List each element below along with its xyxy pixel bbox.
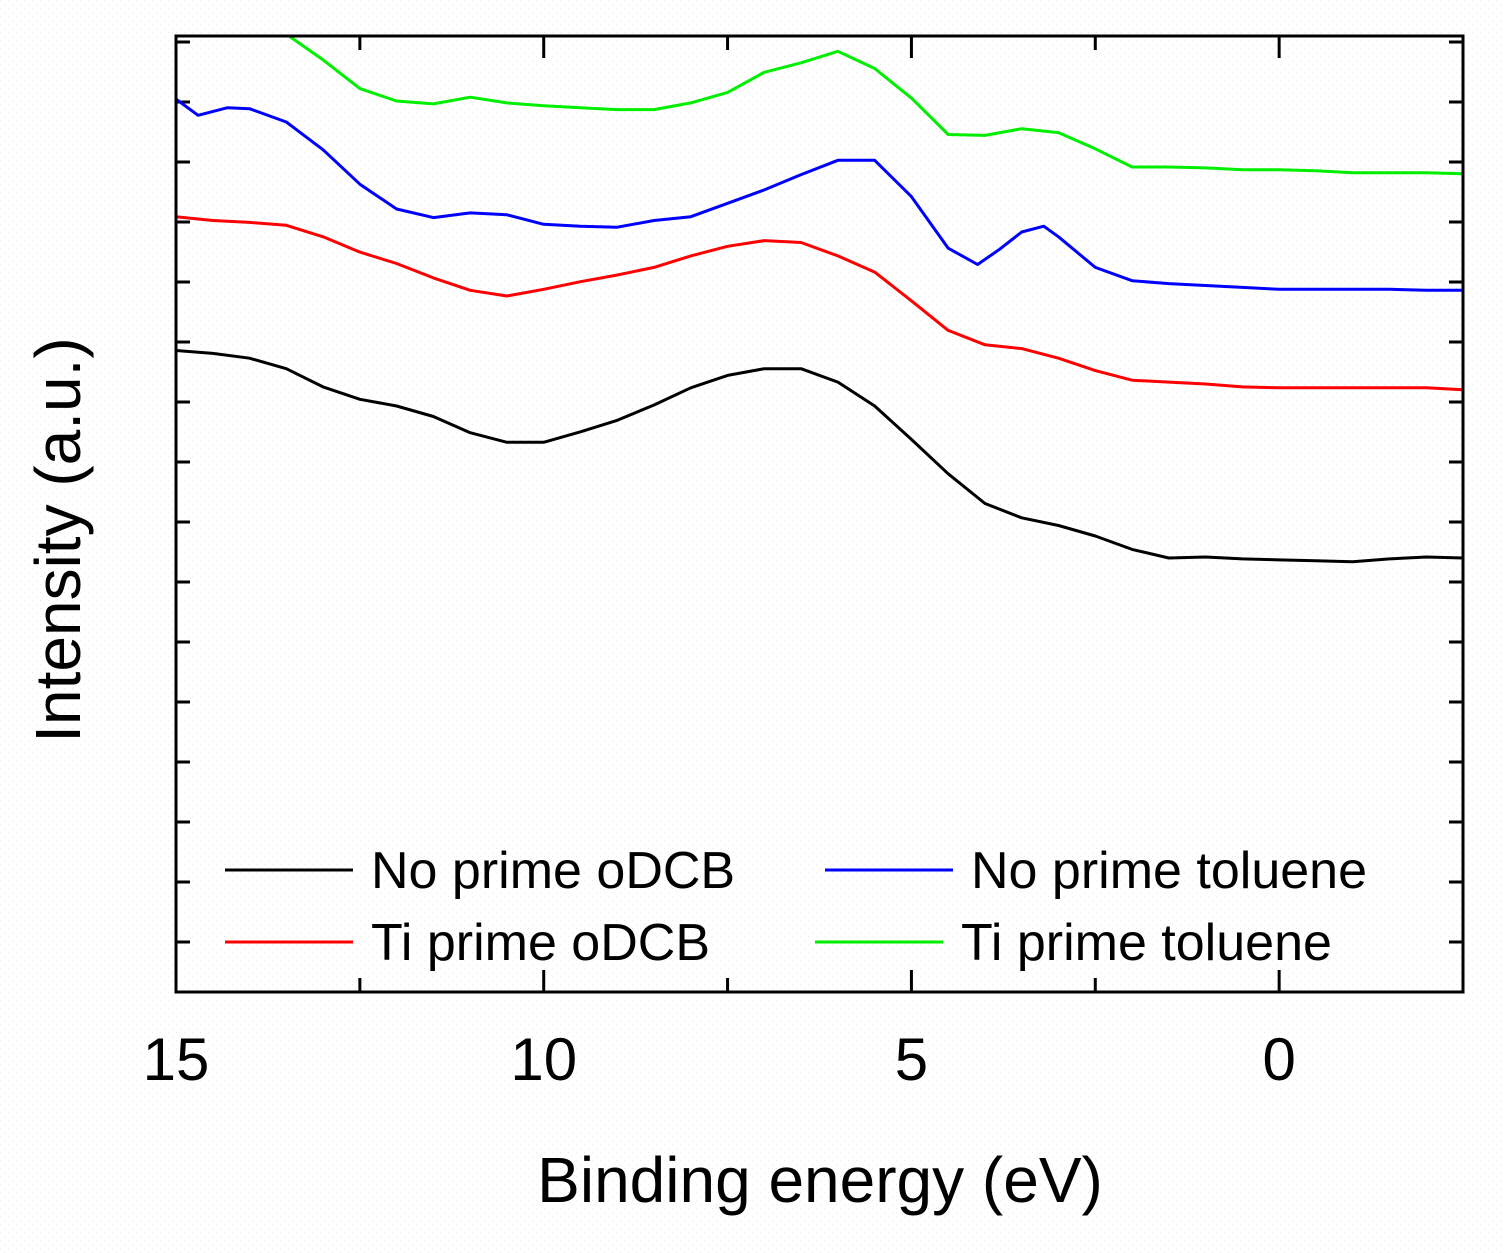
- legend-item: No prime toluene: [825, 842, 1367, 900]
- x-tick-labels: 15 10 5 0: [143, 1026, 1296, 1093]
- legend-label: No prime toluene: [971, 842, 1367, 900]
- series-line-0: [176, 349, 1463, 564]
- x-tick-label: 15: [143, 1026, 210, 1093]
- legend-item: Ti prime oDCB: [225, 914, 710, 972]
- x-axis-title: Binding energy (eV): [537, 1144, 1103, 1216]
- legend-item: Ti prime toluene: [815, 914, 1332, 972]
- legend-label: No prime oDCB: [371, 842, 735, 900]
- series-layer: [176, 36, 1463, 564]
- x-tick-label: 10: [510, 1026, 577, 1093]
- series-line-3: [286, 36, 1463, 176]
- x-tick-label: 5: [895, 1026, 928, 1093]
- axis-ticks: [174, 36, 1463, 992]
- legend-label: Ti prime oDCB: [371, 914, 710, 972]
- legend-label: Ti prime toluene: [961, 914, 1332, 972]
- legend-item: No prime oDCB: [225, 842, 735, 900]
- x-tick-label: 0: [1262, 1026, 1295, 1093]
- y-axis-title: Intensity (a.u.): [22, 337, 94, 743]
- legend: No prime oDCB No prime toluene Ti prime oD…: [225, 842, 1367, 972]
- series-line-2: [176, 215, 1463, 392]
- series-line-1: [176, 97, 1463, 292]
- plot-frame: [174, 34, 1465, 994]
- plot-area: [176, 36, 1463, 992]
